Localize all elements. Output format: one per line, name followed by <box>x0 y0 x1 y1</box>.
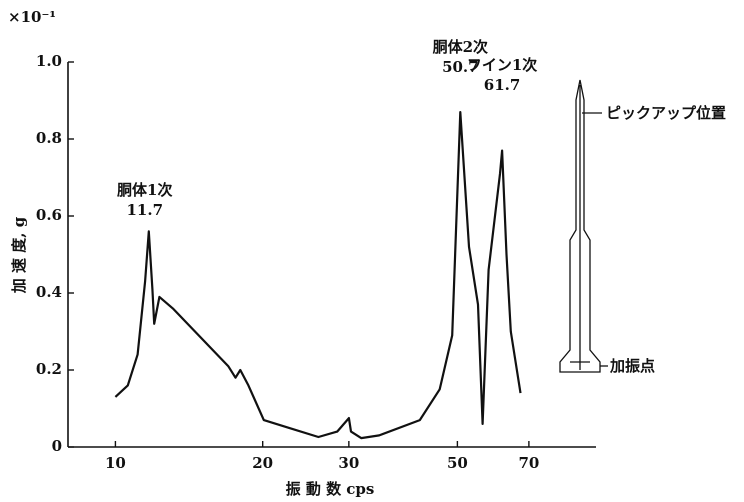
x-tick-label: 20 <box>252 454 273 472</box>
y-tick-label: 0.6 <box>36 206 62 224</box>
y-axis-label: 加 速 度, g <box>10 216 28 294</box>
annotation-label: フイン1次 <box>467 56 537 74</box>
x-tick-label: 30 <box>338 454 359 472</box>
y-tick-label: 0.8 <box>36 129 62 147</box>
y-multiplier: ×10⁻¹ <box>8 8 56 26</box>
y-tick-label: 0 <box>52 437 62 455</box>
annotation-value: 11.7 <box>127 201 164 219</box>
x-tick-label: 70 <box>518 454 539 472</box>
annotation-value: 50.7 <box>442 58 479 76</box>
x-tick-label: 50 <box>447 454 468 472</box>
x-tick-label: 10 <box>105 454 126 472</box>
data-line <box>114 111 522 440</box>
annotation-value: 61.7 <box>484 76 521 94</box>
rocket-diagram <box>559 79 608 373</box>
annotation-label: 胴体2次 <box>433 38 488 56</box>
annotation-label: 胴体1次 <box>117 181 172 199</box>
excitation-label: 加振点 <box>609 357 655 375</box>
y-tick-label: 0.2 <box>36 360 62 378</box>
y-tick-label: 1.0 <box>36 52 62 70</box>
pickup-label: ピックアップ位置 <box>606 104 726 122</box>
x-axis-label: 振 動 数 cps <box>286 480 375 498</box>
y-tick-label: 0.4 <box>36 283 62 301</box>
